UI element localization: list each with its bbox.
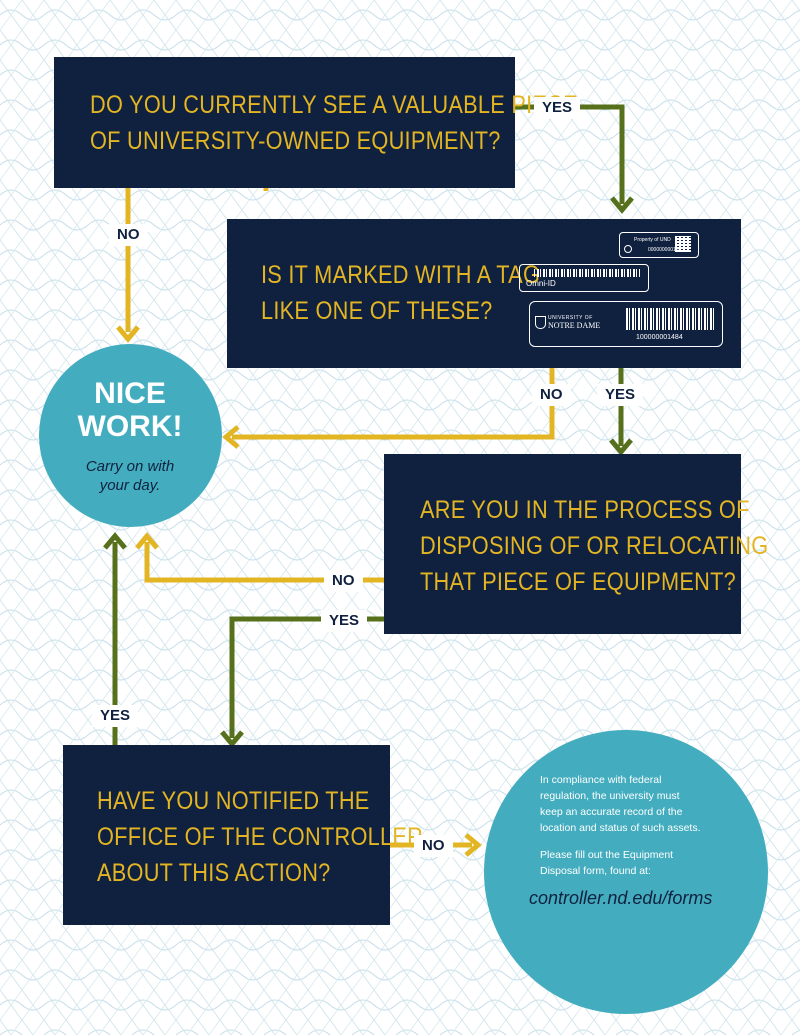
q1-no-label: NO — [109, 224, 148, 246]
barcode-icon — [534, 269, 640, 277]
q2-no-connector — [232, 368, 555, 440]
notre-dame-small-label: UNIVERSITY OF — [548, 315, 593, 321]
question-3-line-1: ARE YOU IN THE PROCESS OF — [420, 496, 750, 524]
q3-no-connector — [144, 542, 384, 583]
nice-work-circle: NICE WORK! Carry on with your day. — [39, 344, 222, 527]
notre-dame-shield-icon — [535, 316, 546, 329]
q3-yes-connector — [229, 616, 384, 738]
info-paragraph-1-line-3: keep an accurate record of the — [540, 806, 683, 818]
q2-no-label: NO — [532, 384, 571, 406]
q1-yes-label: YES — [534, 97, 581, 119]
q4-yes-arrowhead — [103, 532, 127, 550]
question-4-line-1: HAVE YOU NOTIFIED THE — [97, 787, 370, 815]
asset-tag-notre-dame: UNIVERSITY OF NOTRE DAME 100000001484 — [529, 301, 723, 347]
q3-no-label: NO — [324, 570, 363, 592]
q4-yes-label: YES — [92, 705, 139, 727]
asset-tag-1: Property of UND 00000000015 — [619, 232, 699, 258]
nice-work-subtitle-line-1: Carry on with — [85, 458, 175, 475]
question-2-line-1: IS IT MARKED WITH A TAG — [261, 261, 541, 289]
asset-tag-1-text: Property of UND — [634, 237, 671, 243]
question-box-1: DO YOU CURRENTLY SEE A VALUABLE PIECE OF… — [54, 57, 578, 188]
info-paragraph-1-line-4: location and status of such assets. — [540, 822, 701, 834]
question-2-line-2: LIKE ONE OF THESE? — [261, 297, 493, 325]
asset-tag-1-hole-icon — [624, 245, 632, 253]
q2-yes-label: YES — [597, 384, 644, 406]
nice-work-subtitle-line-2: your day. — [99, 477, 161, 494]
info-paragraph-2-line-1: Please fill out the Equipment — [540, 849, 674, 861]
asset-tag-omni-id: Omni-ID — [519, 264, 649, 292]
q3-yes-arrowhead — [220, 730, 244, 748]
q1-yes-arrowhead — [610, 196, 634, 214]
question-4-line-2: OFFICE OF THE CONTROLLER — [97, 823, 424, 851]
q4-no-label: NO — [414, 835, 453, 857]
question-box-3: ARE YOU IN THE PROCESS OF DISPOSING OF O… — [384, 454, 768, 634]
question-4-line-3: ABOUT THIS ACTION? — [97, 859, 331, 887]
info-paragraph-1-line-1: In compliance with federal — [540, 774, 662, 786]
question-box-2: IS IT MARKED WITH A TAG LIKE ONE OF THES… — [227, 219, 741, 368]
q3-yes-label: YES — [321, 610, 368, 632]
q2-yes-arrowhead — [609, 438, 633, 456]
question-1-line-2: OF UNIVERSITY-OWNED EQUIPMENT? — [90, 127, 501, 155]
notre-dame-label: NOTRE DAME — [548, 321, 601, 330]
q4-no-arrowhead — [464, 833, 482, 857]
nice-work-title-line-1: NICE — [94, 377, 166, 410]
info-circle: In compliance with federal regulation, t… — [484, 730, 768, 1014]
notre-dame-barcode-icon — [626, 308, 714, 330]
asset-tag-1-number: 00000000015 — [648, 247, 679, 253]
omni-id-label: Omni-ID — [526, 279, 556, 288]
question-box-4: HAVE YOU NOTIFIED THE OFFICE OF THE CONT… — [63, 745, 423, 925]
notre-dame-number: 100000001484 — [636, 334, 683, 341]
controller-forms-link[interactable]: controller.nd.edu/forms — [529, 888, 713, 908]
info-paragraph-2-line-2: Disposal form, found at: — [540, 865, 651, 877]
question-3-line-2: DISPOSING OF OR RELOCATING — [420, 532, 769, 560]
nice-work-title-line-2: WORK! — [77, 410, 183, 443]
q2-no-arrowhead — [222, 425, 240, 449]
question-3-line-3: THAT PIECE OF EQUIPMENT? — [420, 568, 737, 596]
q1-no-arrowhead — [116, 325, 140, 343]
q3-no-arrowhead — [135, 532, 159, 550]
info-paragraph-1-line-2: regulation, the university must — [540, 790, 680, 802]
qr-code-icon — [675, 236, 691, 252]
question-1-line-1: DO YOU CURRENTLY SEE A VALUABLE PIECE — [90, 91, 578, 119]
